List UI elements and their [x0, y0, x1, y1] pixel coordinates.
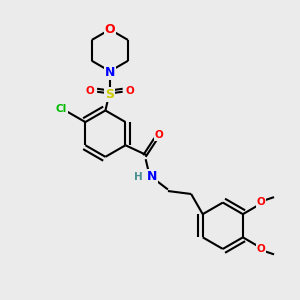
Text: O: O [257, 244, 266, 254]
Text: H: H [134, 172, 142, 182]
Text: O: O [155, 130, 164, 140]
Text: N: N [147, 170, 158, 183]
Text: O: O [125, 86, 134, 96]
Text: O: O [86, 86, 94, 96]
Text: O: O [257, 197, 266, 208]
Text: Cl: Cl [56, 104, 67, 114]
Text: O: O [105, 23, 115, 36]
Text: S: S [105, 88, 114, 100]
Text: N: N [105, 66, 115, 79]
